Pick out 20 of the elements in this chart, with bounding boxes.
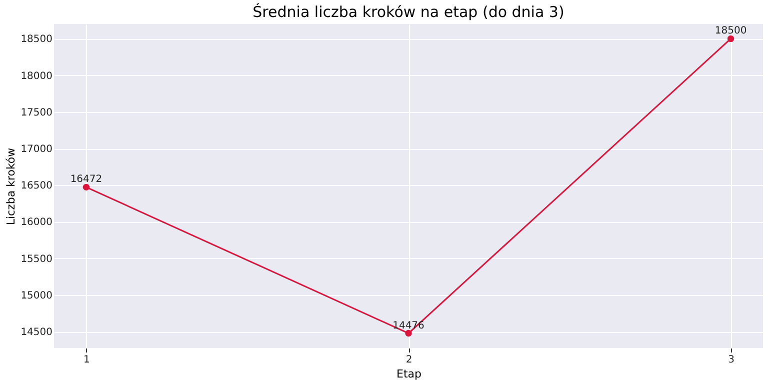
y-tick-label: 17500 bbox=[20, 107, 52, 118]
x-axis-title: Etap bbox=[396, 368, 422, 380]
point bbox=[82, 184, 90, 191]
y-axis-title: Liczba kroków bbox=[4, 148, 18, 226]
x-tick-label: 3 bbox=[728, 354, 734, 366]
x-tick-label: 1 bbox=[84, 354, 90, 366]
data-label: 18500 bbox=[714, 26, 747, 37]
y-tick-label: 15500 bbox=[20, 254, 52, 265]
y-tick-label: 15000 bbox=[20, 290, 52, 302]
y-tick-label: 18500 bbox=[20, 34, 52, 46]
y-tick-label: 14500 bbox=[20, 327, 52, 338]
y-tick-label: 16000 bbox=[20, 217, 52, 228]
y-tick-label: 18000 bbox=[20, 70, 52, 82]
point bbox=[405, 330, 412, 337]
chart-title: Średnia liczba kroków na etap (do dnia 3) bbox=[252, 3, 564, 21]
point bbox=[727, 35, 734, 42]
y-tick-label: 16500 bbox=[20, 180, 52, 192]
x-tick-label: 2 bbox=[406, 354, 412, 366]
data-label: 16472 bbox=[70, 174, 102, 186]
y-tick-label: 17000 bbox=[20, 144, 52, 156]
